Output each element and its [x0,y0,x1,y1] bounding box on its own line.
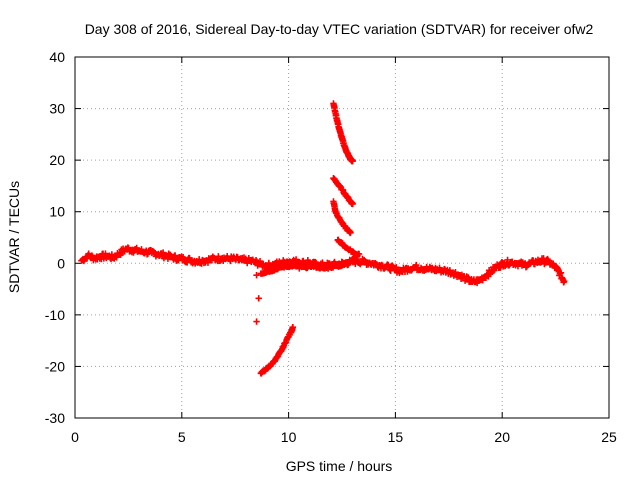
y-axis-label: SDTVAR / TECUs [6,181,22,293]
y-tick-label: -20 [45,358,65,374]
data-point-interp [413,261,420,269]
data-point-interp [557,269,565,276]
data-point [253,271,260,279]
data-point-interp [347,229,354,237]
data-point-interp [504,256,511,264]
points-layer [78,100,568,377]
plot-frame [74,56,610,419]
data-point-interp [465,274,472,281]
x-axis-label: GPS time / hours [286,458,393,474]
data-point-interp [171,252,179,259]
y-tick-label: -30 [45,410,65,426]
grid-layer [75,57,609,418]
data-point-interp [545,257,552,264]
series-isolated-points [253,256,312,325]
data-point-interp [353,251,360,258]
data-point-interp [560,279,567,286]
data-point [304,256,312,264]
y-tick-label: 40 [49,49,65,65]
y-tick-label: 20 [49,152,65,168]
y-tick-label: 30 [49,101,65,117]
series-small-cluster [334,236,361,259]
data-point-interp [485,273,492,280]
data-point [253,318,260,325]
x-tick-label: 5 [178,429,186,445]
y-tick-label: 0 [57,255,65,271]
data-point-interp [88,252,96,259]
x-tick-label: 0 [71,429,79,445]
data-point-interp [378,261,385,269]
x-tick-label: 10 [281,429,297,445]
series-ascending-arc-negative [257,324,297,377]
data-point-interp [215,253,222,260]
series-descending-arc-low [330,198,354,237]
data-point-interp [497,264,504,271]
series-descending-arc-mid [330,174,356,208]
data-point-interp [179,253,187,261]
data-point-interp [349,200,356,207]
data-point-interp [289,324,296,331]
data-point-interp [159,249,167,256]
data-point [296,265,303,272]
data-point [255,295,262,302]
series-descending-arc-high [330,100,356,165]
tick-layer: 0 5 10 15 20 25 -30 -20 -10 0 10 20 30 40 [45,49,617,445]
x-tick-label: 20 [494,429,510,445]
x-tick-label: 25 [601,429,617,445]
x-tick-label: 15 [388,429,404,445]
data-point-interp [349,156,356,164]
data-point-interp [498,258,506,266]
data-point-interp [108,251,116,258]
data-point-interp [387,267,394,274]
chart-title: Day 308 of 2016, Sidereal Day-to-day VTE… [85,21,594,37]
data-point-interp [282,338,290,346]
y-tick-label: 10 [49,204,65,220]
y-tick-label: -10 [45,307,65,323]
data-point-interp [252,257,260,264]
